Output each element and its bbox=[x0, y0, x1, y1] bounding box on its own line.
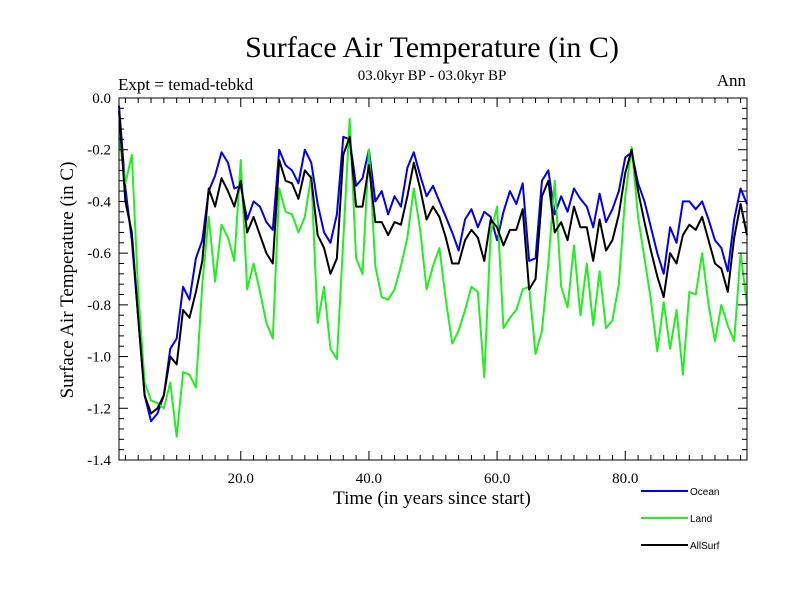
legend: Ocean Land AllSurf bbox=[641, 487, 720, 552]
plot-frame bbox=[118, 97, 748, 461]
y-tick-label: -1.4 bbox=[87, 453, 111, 469]
y-axis-label: Surface Air Temperature (in C) bbox=[57, 162, 78, 399]
y-tick-label: -0.2 bbox=[87, 143, 111, 159]
y-tick-label: -1.0 bbox=[87, 350, 111, 366]
x-tick-label: 20.0 bbox=[228, 471, 254, 487]
experiment-label: Expt = temad-tebkd bbox=[118, 75, 254, 94]
series-line-ocean bbox=[118, 105, 748, 423]
x-axis-label: Time (in years since start) bbox=[333, 488, 531, 509]
chart-title: Surface Air Temperature (in C) bbox=[245, 31, 619, 64]
y-tick-label: -0.8 bbox=[87, 298, 111, 314]
plot-area: 20.0 40.0 60.0 80.0 0.0 -0.2 -0.4 -0.6 -0.8 -1.0 -… bbox=[87, 91, 748, 487]
y-tick-label: -1.2 bbox=[87, 401, 111, 417]
legend-label-land: Land bbox=[690, 514, 712, 525]
y-tick-label: -0.4 bbox=[87, 194, 111, 210]
legend-label-allsurf: AllSurf bbox=[690, 541, 720, 552]
y-tick-label: -0.6 bbox=[87, 246, 111, 262]
x-tick-label: 60.0 bbox=[484, 471, 510, 487]
season-label: Ann bbox=[717, 71, 747, 90]
chart-subtitle: 03.0kyr BP - 03.0kyr BP bbox=[358, 68, 507, 84]
series-line-allsurf bbox=[118, 110, 748, 415]
y-tick-label: 0.0 bbox=[92, 91, 111, 107]
series-line-land bbox=[118, 117, 748, 438]
legend-label-ocean: Ocean bbox=[690, 487, 719, 498]
x-tick-label: 80.0 bbox=[612, 471, 638, 487]
x-tick-label: 40.0 bbox=[356, 471, 382, 487]
